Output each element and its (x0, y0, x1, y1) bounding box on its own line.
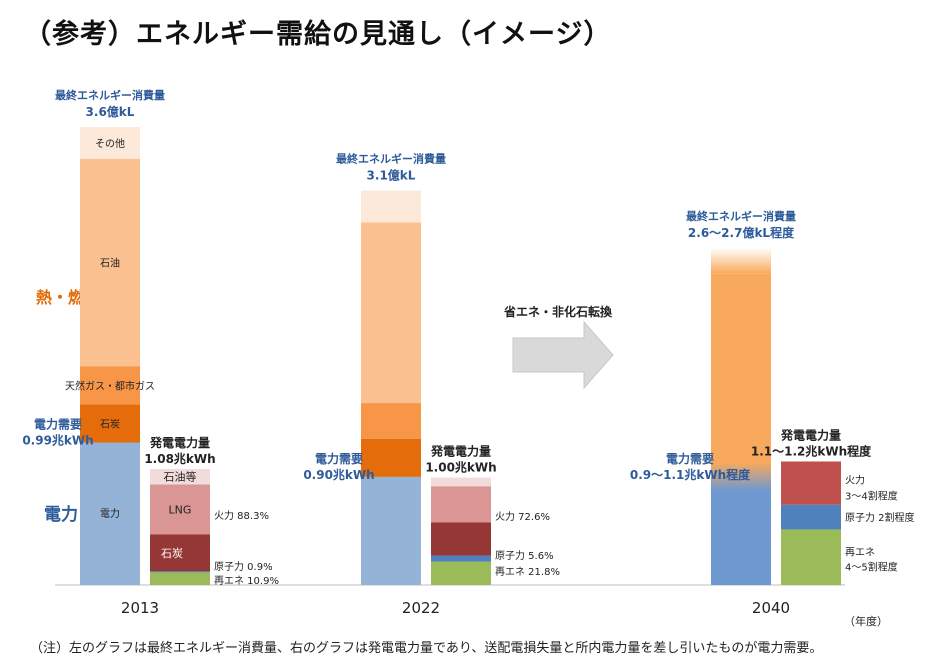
bar-2022-石炭 (361, 438, 421, 477)
gen-bar-2022-石油等 (431, 477, 491, 487)
total-label-2040: 最終エネルギー消費量 (686, 209, 796, 223)
bar-label-2013-石炭: 石炭 (100, 418, 120, 430)
footnote: （注）左のグラフは最終エネルギー消費量、右のグラフは発電電力量であり、送配電損失… (30, 641, 823, 656)
bar-2022-石油 (361, 222, 421, 404)
gen-bar-label-2013-石油等: 石油等 (164, 470, 197, 484)
gen-total-value-2013: 1.08兆kWh (144, 451, 215, 466)
total-value-2040: 2.6～2.7億kL程度 (688, 225, 795, 240)
elec-demand-label-2013: 電力需要 (34, 417, 82, 432)
bar-label-2013-天然ガス・都市ガス: 天然ガス・都市ガス (65, 379, 155, 392)
bar-2022-天然ガス・都市ガス (361, 403, 421, 439)
gen-bar-2040-再エネ (781, 529, 841, 585)
gen-bar-2013-石油等 (150, 469, 210, 485)
transition-arrow-label: 省エネ・非化石転換 (503, 304, 613, 319)
gen-total-value-2022: 1.00兆kWh (425, 460, 496, 475)
gen-bar-label-2013-LNG: LNG (169, 503, 192, 516)
gen-bar-2013-原子力 (150, 571, 210, 573)
gen-side-label-2040-nuclear: 原子力 2割程度 (845, 511, 915, 524)
bar-label-2013-石油: 石油 (100, 256, 120, 269)
gen-side-label-2013-renew: 再エネ 10.9% (214, 575, 279, 587)
bar-2013-天然ガス・都市ガス (80, 366, 140, 405)
page-title: （参考）エネルギー需給の見通し（イメージ） (24, 19, 612, 50)
elec-demand-label-2040: 電力需要 (666, 451, 714, 466)
bar-label-2013-電力: 電力 (100, 507, 120, 520)
gen-bar-2022-LNG (431, 486, 491, 523)
total-label-2013: 最終エネルギー消費量 (55, 88, 165, 102)
gen-total-label-2022: 発電電力量 (430, 444, 491, 459)
gen-bar-2040-原子力 (781, 504, 841, 530)
gen-side-label-2040-fire: 火力 (845, 473, 865, 486)
gen-bar-2013-LNG (150, 484, 210, 535)
elec-demand-value-2013: 0.99兆kWh (22, 433, 93, 448)
gen-total-label-2040: 発電電力量 (780, 427, 841, 442)
elec-demand-value-2040: 0.9～1.1兆kWh程度 (630, 467, 751, 482)
bar-2040-fade-top (711, 247, 771, 274)
gen-bar-2022-石炭 (431, 522, 491, 556)
year-unit-label: （年度） (844, 614, 888, 628)
total-label-2022: 最終エネルギー消費量 (336, 152, 446, 166)
gen-side-label-2022-renew: 再エネ 21.8% (495, 566, 560, 578)
total-value-2013: 3.6億kL (86, 104, 135, 119)
gen-bar-2022-再エネ (431, 561, 491, 585)
gen-total-label-2013: 発電電力量 (149, 435, 210, 450)
bar-2022-その他 (361, 190, 421, 223)
electricity-label: 電力 (44, 504, 78, 525)
year-label-2022: 2022 (402, 599, 440, 617)
bar-2013-石油 (80, 158, 140, 367)
gen-side-label-2022-nuclear: 原子力 5.6% (495, 549, 554, 562)
bar-2040-fade-mid (711, 462, 771, 491)
gen-bar-label-2013-石炭: 石炭 (161, 547, 183, 560)
gen-side-label-2013-nuclear: 原子力 0.9% (214, 560, 273, 573)
gen-side-label-2022-fire: 火力 72.6% (495, 510, 550, 523)
bar-2040-電力 (711, 476, 771, 585)
transition-arrow (512, 320, 614, 390)
gen-bar-2013-石炭 (150, 534, 210, 572)
bar-2040-熱・燃料 (711, 273, 771, 477)
year-label-2040: 2040 (752, 599, 790, 617)
elec-demand-label-2022: 電力需要 (315, 451, 363, 466)
gen-bar-2013-再エネ (150, 572, 210, 585)
year-label-2013: 2013 (121, 599, 159, 617)
bar-label-2013-その他: その他 (95, 137, 125, 150)
bar-2013-電力 (80, 442, 140, 585)
gen-side-label-2040-renew: 再エネ (845, 546, 875, 558)
gen-bar-2022-原子力 (431, 555, 491, 562)
bar-2022-電力 (361, 476, 421, 585)
gen-bar-2040-火力 (781, 461, 841, 505)
bar-2013-その他 (80, 127, 140, 159)
total-value-2022: 3.1億kL (367, 168, 416, 183)
gen-side-label-2040-fire2: 3～4割程度 (845, 489, 898, 502)
bar-2013-石炭 (80, 404, 140, 443)
gen-side-label-2013-fire: 火力 88.3% (214, 509, 269, 522)
gen-total-value-2040: 1.1～1.2兆kWh程度 (751, 443, 872, 458)
gen-side-label-2040-renew2: 4～5割程度 (845, 560, 898, 573)
elec-demand-value-2022: 0.90兆kWh (303, 467, 374, 482)
